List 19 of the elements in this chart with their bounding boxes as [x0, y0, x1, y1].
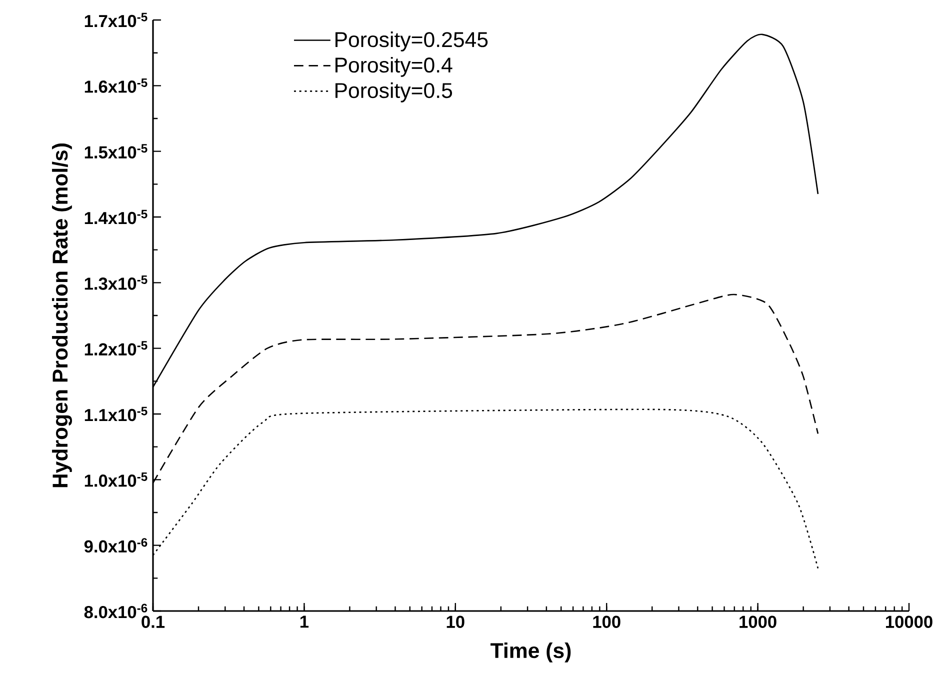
y-tick-label: 9.0x10$^{-6}$ [84, 538, 148, 553]
legend-label: Porosity=0.5 [336, 82, 452, 102]
y-tick-label: 1.1x10$^{-5}$ [84, 406, 148, 422]
y-tick-label: 1.6x10$^{-5}$ [84, 78, 148, 93]
x-tick-label: 10 [446, 616, 464, 628]
x-tick-label: 10000 [886, 616, 932, 628]
y-axis-title: Hydrogen Production Rate (mol/s) [52, 144, 72, 488]
legend-label: Porosity=0.2545 [336, 32, 488, 52]
legend-label: Porosity=0.4 [336, 56, 452, 77]
x-tick-label: 1000 [740, 616, 776, 628]
y-tick-label: 1.4x10$^{-5}$ [84, 210, 148, 224]
x-axis-title: Time (s) [490, 642, 571, 662]
y-tick-label: 1.0x10$^{-5}$ [84, 472, 148, 487]
x-tick-label: 100 [593, 616, 620, 628]
y-tick-label: 1.7x10$^{-5}$ [84, 12, 148, 28]
x-tick-label: 1 [300, 616, 309, 628]
y-tick-label: 1.5x10$^{-5}$ [84, 144, 148, 158]
y-tick-label: 1.2x10$^{-5}$ [84, 341, 148, 356]
y-tick-label: 1.3x10$^{-5}$ [84, 276, 148, 290]
